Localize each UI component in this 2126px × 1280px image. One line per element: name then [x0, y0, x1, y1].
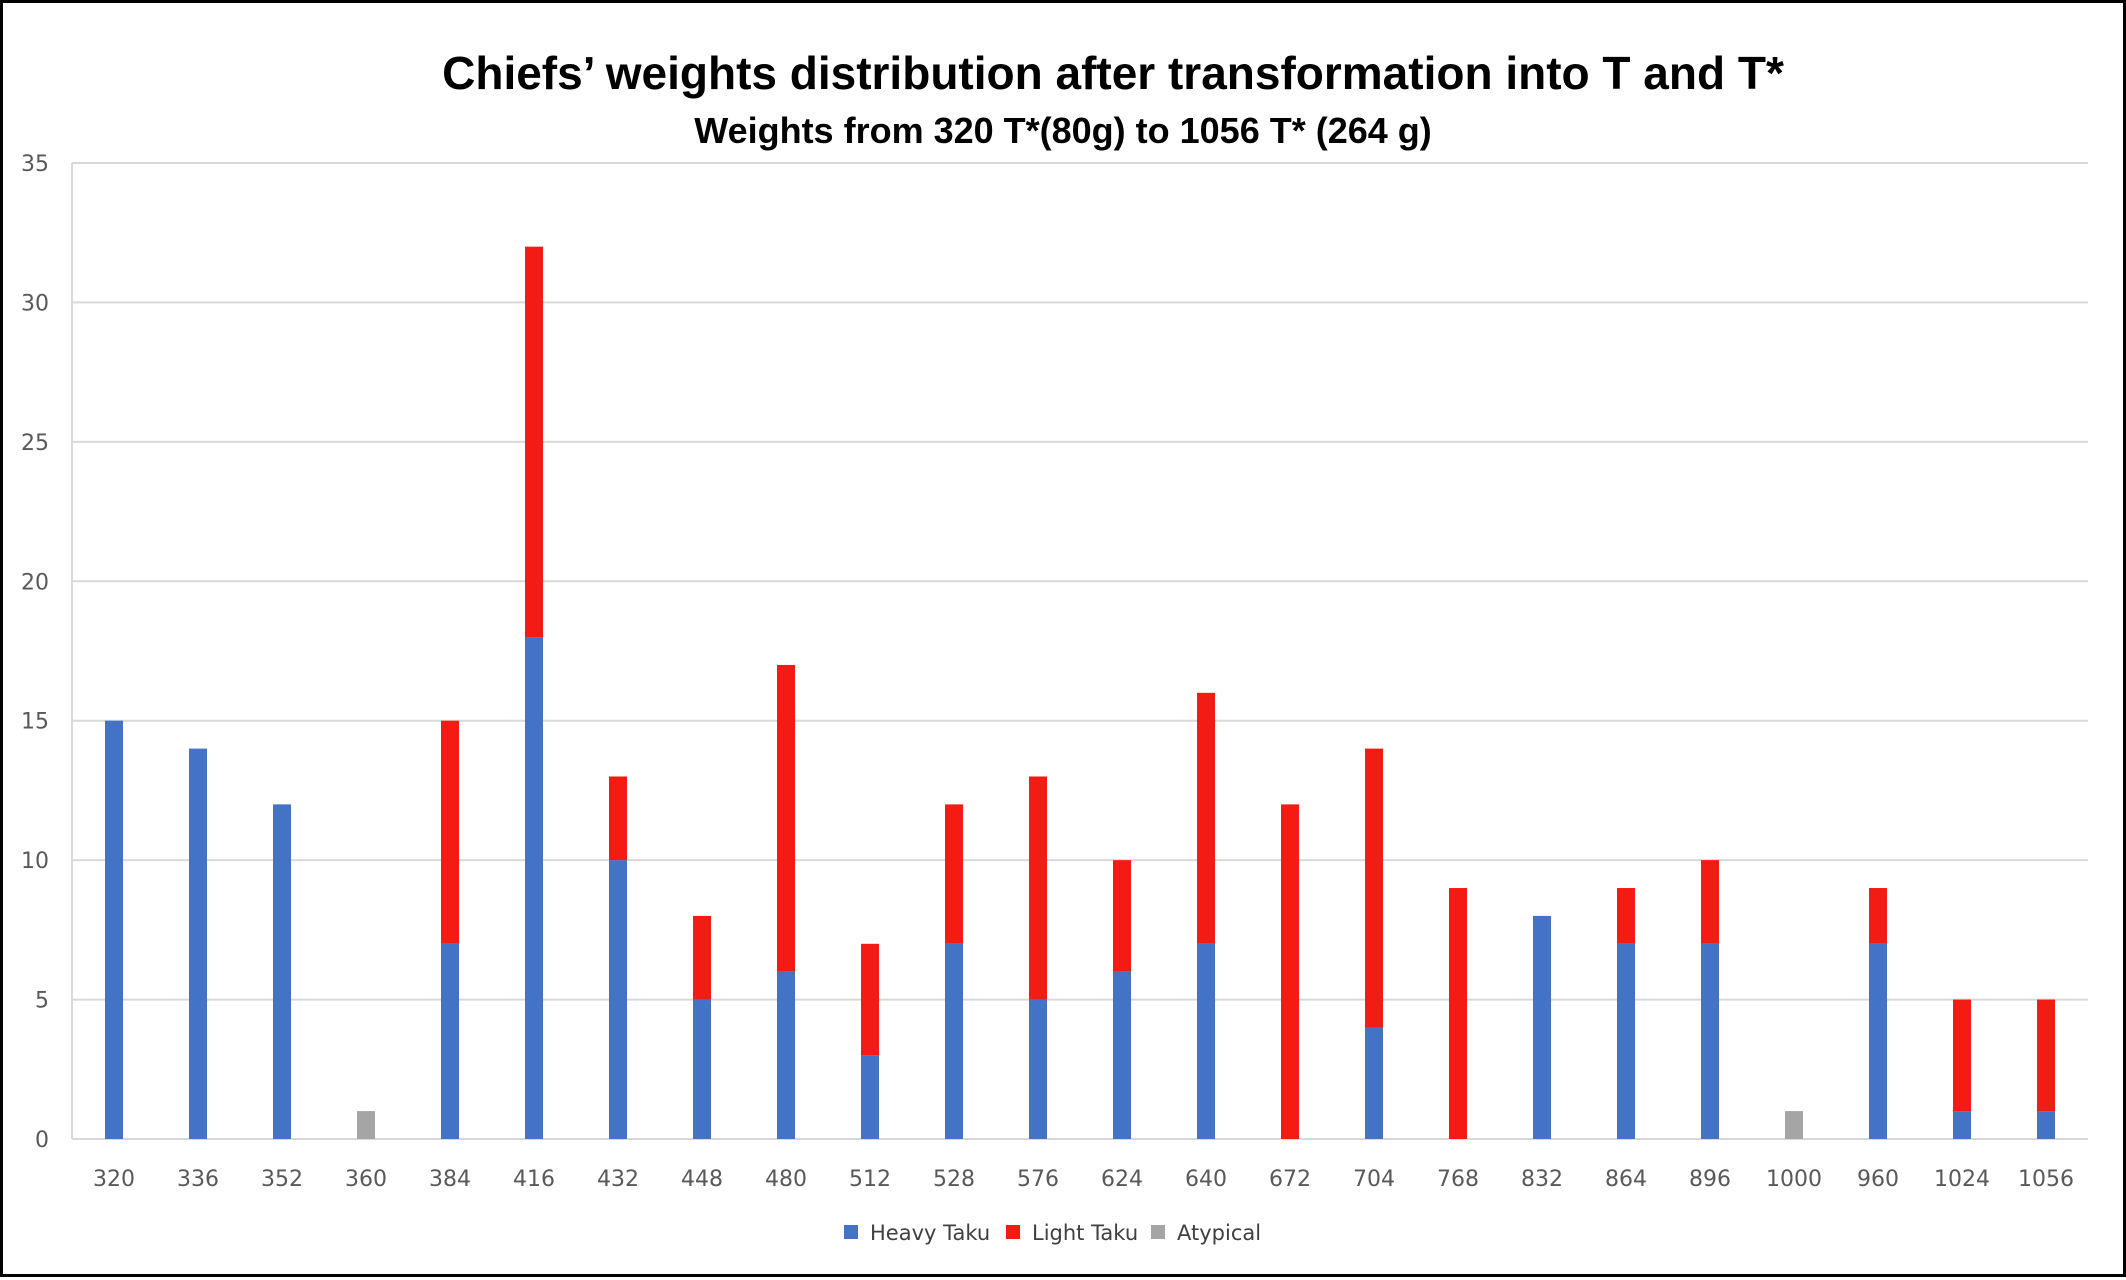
x-tick-label: 448 — [681, 1167, 723, 1192]
bar-heavy-taku-864 — [1617, 943, 1635, 1139]
x-tick-label: 640 — [1185, 1167, 1227, 1192]
x-tick-label: 1056 — [2018, 1167, 2074, 1192]
y-tick-label: 15 — [21, 710, 49, 735]
chart: Chiefs’ weights distribution after trans… — [21, 47, 2088, 1245]
bar-light-taku-480 — [777, 664, 795, 972]
bar-light-taku-864 — [1617, 888, 1635, 944]
chart-subtitle: Weights from 320 T*(80g) to 1056 T* (264… — [694, 110, 1432, 151]
bar-light-taku-896 — [1701, 860, 1719, 944]
legend-label-heavy-taku: Heavy Taku — [870, 1221, 990, 1245]
bar-heavy-taku-1024 — [1953, 1111, 1971, 1139]
bar-heavy-taku-320 — [105, 720, 123, 1139]
bar-light-taku-448 — [693, 915, 711, 1000]
x-tick-label: 768 — [1437, 1167, 1479, 1192]
x-tick-label: 384 — [429, 1167, 471, 1192]
bar-heavy-taku-832 — [1533, 915, 1551, 1139]
x-tick-label: 896 — [1689, 1167, 1731, 1192]
bar-light-taku-1056 — [2037, 999, 2055, 1112]
bar-heavy-taku-528 — [945, 943, 963, 1139]
bar-heavy-taku-624 — [1113, 971, 1131, 1139]
y-axis-ticks: 0 5 10 15 20 25 30 35 — [21, 152, 49, 1153]
bar-heavy-taku-1056 — [2037, 1111, 2055, 1139]
x-tick-label: 864 — [1605, 1167, 1647, 1192]
bar-heavy-taku-640 — [1197, 943, 1215, 1139]
bar-heavy-taku-512 — [861, 1055, 879, 1139]
chart-title: Chiefs’ weights distribution after trans… — [442, 47, 1784, 99]
bar-light-taku-576 — [1029, 776, 1047, 1000]
bar-atypical-1000 — [1785, 1111, 1803, 1139]
y-tick-label: 5 — [35, 989, 49, 1014]
x-tick-label: 512 — [849, 1167, 891, 1192]
bar-heavy-taku-576 — [1029, 999, 1047, 1139]
x-tick-label: 624 — [1101, 1167, 1143, 1192]
y-tick-label: 20 — [21, 570, 49, 595]
x-tick-label: 360 — [345, 1167, 387, 1192]
bar-atypical-360 — [357, 1111, 375, 1139]
legend-swatch-light-taku — [1006, 1225, 1020, 1239]
legend-label-atypical: Atypical — [1177, 1221, 1261, 1245]
bar-light-taku-624 — [1113, 860, 1131, 972]
x-tick-label: 672 — [1269, 1167, 1311, 1192]
x-tick-label: 432 — [597, 1167, 639, 1192]
x-tick-label: 1000 — [1766, 1167, 1822, 1192]
bars — [105, 246, 2055, 1139]
x-tick-label: 320 — [93, 1167, 135, 1192]
legend-swatch-atypical — [1151, 1225, 1165, 1239]
x-tick-label: 576 — [1017, 1167, 1059, 1192]
bar-light-taku-640 — [1197, 692, 1215, 944]
bar-light-taku-672 — [1281, 804, 1299, 1139]
bar-light-taku-528 — [945, 804, 963, 944]
bar-heavy-taku-432 — [609, 860, 627, 1139]
bar-light-taku-960 — [1869, 888, 1887, 944]
bar-heavy-taku-480 — [777, 971, 795, 1139]
legend-label-light-taku: Light Taku — [1032, 1221, 1138, 1245]
bar-heavy-taku-336 — [189, 748, 207, 1139]
gridlines — [71, 162, 2088, 1140]
bar-heavy-taku-896 — [1701, 943, 1719, 1139]
x-tick-label: 480 — [765, 1167, 807, 1192]
y-tick-label: 25 — [21, 431, 49, 456]
bar-light-taku-512 — [861, 943, 879, 1056]
x-tick-label: 704 — [1353, 1167, 1395, 1192]
bar-heavy-taku-704 — [1365, 1027, 1383, 1139]
y-tick-label: 35 — [21, 152, 49, 177]
x-tick-label: 960 — [1857, 1167, 1899, 1192]
x-axis-ticks: 320 336 352 360 384 416 432 448 480 512 528 576 624 6… — [93, 1167, 2074, 1192]
x-tick-label: 832 — [1521, 1167, 1563, 1192]
bar-light-taku-416 — [525, 246, 543, 638]
x-tick-label: 352 — [261, 1167, 303, 1192]
bar-light-taku-1024 — [1953, 999, 1971, 1112]
bar-light-taku-432 — [609, 776, 627, 861]
y-tick-label: 10 — [21, 849, 49, 874]
x-tick-label: 528 — [933, 1167, 975, 1192]
bar-light-taku-768 — [1449, 888, 1467, 1139]
bar-heavy-taku-960 — [1869, 943, 1887, 1139]
bar-heavy-taku-384 — [441, 943, 459, 1139]
x-tick-label: 336 — [177, 1167, 219, 1192]
bar-heavy-taku-352 — [273, 804, 291, 1139]
y-tick-label: 0 — [35, 1128, 49, 1153]
legend-swatch-heavy-taku — [844, 1225, 858, 1239]
bar-heavy-taku-416 — [525, 637, 543, 1139]
bar-light-taku-384 — [441, 720, 459, 944]
x-tick-label: 416 — [513, 1167, 555, 1192]
x-tick-label: 1024 — [1934, 1167, 1990, 1192]
bar-heavy-taku-448 — [693, 999, 711, 1139]
legend: Heavy Taku Light Taku Atypical — [844, 1221, 1261, 1245]
y-tick-label: 30 — [21, 291, 49, 316]
bar-light-taku-704 — [1365, 748, 1383, 1028]
